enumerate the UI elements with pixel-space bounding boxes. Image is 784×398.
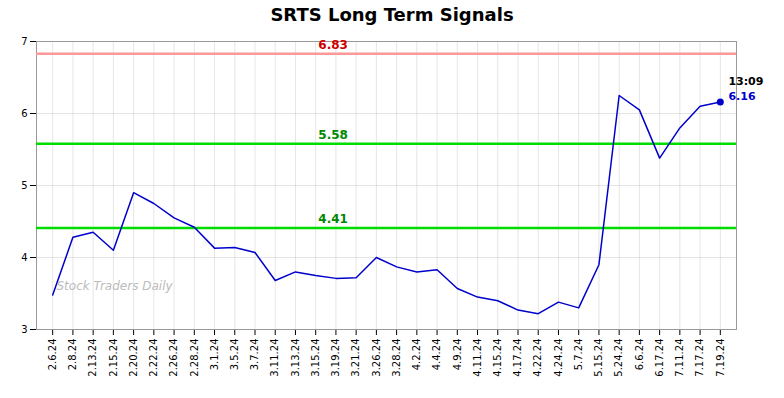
svg-text:4.22.24: 4.22.24 (532, 339, 543, 377)
svg-text:3.15.24: 3.15.24 (310, 339, 321, 377)
svg-text:2.15.24: 2.15.24 (108, 339, 119, 377)
svg-text:7: 7 (21, 36, 27, 47)
svg-text:2.20.24: 2.20.24 (128, 339, 139, 377)
svg-text:4.2.24: 4.2.24 (411, 339, 422, 371)
svg-text:4.41: 4.41 (318, 212, 348, 226)
svg-text:2.8.24: 2.8.24 (67, 339, 78, 371)
svg-text:3.26.24: 3.26.24 (371, 339, 382, 377)
svg-text:4.15.24: 4.15.24 (492, 339, 503, 377)
svg-text:2.22.24: 2.22.24 (148, 339, 159, 377)
svg-text:3.21.24: 3.21.24 (350, 339, 361, 377)
svg-text:Stock Traders Daily: Stock Traders Daily (57, 279, 174, 293)
svg-text:5.58: 5.58 (318, 128, 348, 142)
svg-text:4.17.24: 4.17.24 (512, 339, 523, 377)
svg-text:4.11.24: 4.11.24 (472, 339, 483, 377)
svg-text:6.6.24: 6.6.24 (634, 339, 645, 371)
svg-text:13:09: 13:09 (728, 75, 763, 88)
svg-text:5.7.24: 5.7.24 (573, 339, 584, 371)
svg-text:7.11.24: 7.11.24 (674, 339, 685, 377)
svg-text:2.28.24: 2.28.24 (189, 339, 200, 377)
svg-text:5.24.24: 5.24.24 (613, 339, 624, 377)
svg-text:5.15.24: 5.15.24 (593, 339, 604, 377)
svg-text:3: 3 (21, 324, 27, 335)
svg-text:3.1.24: 3.1.24 (209, 339, 220, 371)
svg-text:6.16: 6.16 (728, 90, 755, 103)
svg-text:4: 4 (21, 252, 27, 263)
svg-text:3.5.24: 3.5.24 (229, 339, 240, 371)
svg-text:2.26.24: 2.26.24 (168, 339, 179, 377)
svg-text:3.28.24: 3.28.24 (391, 339, 402, 377)
svg-text:3.7.24: 3.7.24 (249, 339, 260, 371)
svg-text:3.11.24: 3.11.24 (269, 339, 280, 377)
svg-text:4.9.24: 4.9.24 (452, 339, 463, 371)
svg-text:5: 5 (21, 180, 27, 191)
svg-text:7.17.24: 7.17.24 (694, 339, 705, 377)
svg-text:6.17.24: 6.17.24 (654, 339, 665, 377)
svg-text:2.6.24: 2.6.24 (47, 339, 58, 371)
svg-text:4.4.24: 4.4.24 (431, 339, 442, 371)
svg-text:3.19.24: 3.19.24 (330, 339, 341, 377)
svg-text:6: 6 (21, 108, 27, 119)
svg-text:2.13.24: 2.13.24 (87, 339, 98, 377)
html-text:SRTS Long Term Signals: SRTS Long Term Signals (270, 4, 514, 25)
svg-text:3.13.24: 3.13.24 (290, 339, 301, 377)
svg-text:6.83: 6.83 (318, 38, 348, 52)
svg-text:7.19.24: 7.19.24 (715, 339, 726, 377)
svg-text:4.24.24: 4.24.24 (553, 339, 564, 377)
